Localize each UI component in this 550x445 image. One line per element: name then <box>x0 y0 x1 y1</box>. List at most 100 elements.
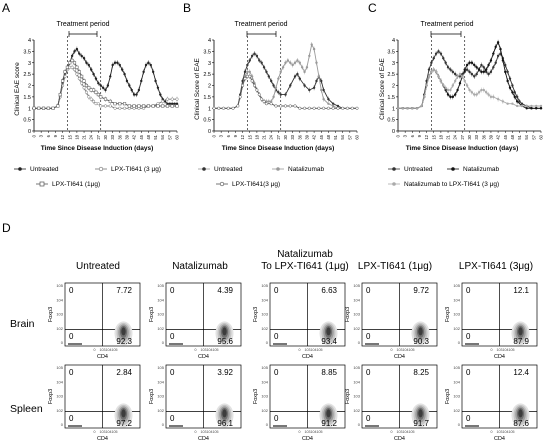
y-tick-label-b-2: 1 <box>208 106 211 112</box>
data-point-b-1-26 <box>286 59 290 62</box>
negative-event-strip <box>68 425 82 427</box>
x-tick-label-b-3: 9 <box>233 134 238 137</box>
y-decade-label: 104 <box>261 379 268 384</box>
x-tick-label-c-6: 18 <box>438 134 443 139</box>
quadrant-upper-left-value: 0 <box>366 368 371 377</box>
data-point-a-0-26 <box>106 84 110 87</box>
data-point-c-2-32 <box>484 91 488 94</box>
data-point-a-1-19 <box>89 97 93 101</box>
legend-marker-natalizumab-b <box>276 167 280 171</box>
data-point-c-0-25 <box>468 70 471 74</box>
data-point-c-1-31 <box>482 70 485 74</box>
x-tick-label-c-9: 27 <box>460 134 465 139</box>
y-decade-label: 0 <box>266 340 269 345</box>
y-decade-label: 103 <box>56 394 63 399</box>
data-point-a-2-37 <box>165 104 170 108</box>
data-point-c-0-44 <box>513 91 516 94</box>
x-decade-label: 104 <box>207 348 213 352</box>
data-point-b-1-19 <box>270 100 273 103</box>
data-point-b-1-34 <box>305 66 309 69</box>
data-point-c-2-38 <box>506 102 509 105</box>
data-point-a-2-14 <box>77 70 81 74</box>
data-point-c-2-1 <box>401 107 404 110</box>
data-point-b-2-24 <box>298 106 302 110</box>
data-point-c-0-47 <box>520 102 524 105</box>
data-point-c-1-23 <box>463 68 466 71</box>
data-point-b-1-20 <box>272 95 275 99</box>
y-decade-label: 102 <box>261 408 268 413</box>
data-point-c-2-8 <box>427 75 431 78</box>
y-decade-label: 0 <box>162 422 165 427</box>
data-point-a-2-7 <box>61 79 65 83</box>
data-point-a-0-13 <box>75 47 79 51</box>
y-tick-label-b-3: 1.5 <box>203 95 211 101</box>
data-point-a-2-10 <box>68 61 72 65</box>
treatment-period-label-c: Treatment period <box>420 21 473 28</box>
data-point-b-2-23 <box>293 104 297 108</box>
legend-a: Untreated LPX-TI641 (3 μg) LPX-TI641 (1μ… <box>14 166 161 188</box>
data-point-c-2-4 <box>415 107 419 110</box>
y-decade-label: 102 <box>453 326 460 331</box>
data-point-b-1-42 <box>327 102 330 105</box>
data-point-a-0-23 <box>99 84 102 87</box>
legend-label-natalizumab-b: Natalizumab <box>288 166 325 173</box>
cd4-axis-label: CD4 <box>198 354 209 360</box>
data-point-c-2-6 <box>423 95 426 99</box>
series-c-0 <box>396 48 543 110</box>
group-header-3ug: LPX-TI641 (3μg) <box>459 261 533 272</box>
data-point-b-1-10 <box>248 70 251 74</box>
data-point-b-2-12 <box>252 83 257 88</box>
data-point-c-0-26 <box>470 72 474 76</box>
population-density-4 <box>418 409 423 418</box>
y-decade-label: 104 <box>453 297 460 302</box>
data-point-c-2-12 <box>437 75 440 78</box>
y-decade-label: 105 <box>353 283 360 288</box>
x-tick-label-b-18: 54 <box>340 134 345 139</box>
data-point-b-2-16 <box>262 99 266 103</box>
foxp3-axis-label: Foxp3 <box>48 389 54 404</box>
negative-event-strip <box>68 343 82 345</box>
data-point-c-0-46 <box>518 100 521 103</box>
data-point-b-2-0 <box>212 106 216 110</box>
x-tick-label-a-7: 21 <box>82 134 87 139</box>
data-point-b-2-7 <box>241 83 245 88</box>
quadrant-lower-left-value: 0 <box>466 332 471 341</box>
data-point-a-0-32 <box>120 68 124 71</box>
quadrant-lower-left-value: 0 <box>69 332 74 341</box>
x-tick-label-a-13: 39 <box>124 134 129 139</box>
quadrant-lower-right-value: 87.9 <box>513 337 529 346</box>
x-decade-label: 0 <box>391 430 393 434</box>
data-point-c-2-22 <box>461 75 464 78</box>
data-point-b-0-34 <box>320 79 323 83</box>
y-tick-label-b-6: 3 <box>208 61 211 67</box>
data-point-c-1-27 <box>473 63 476 67</box>
data-point-c-2-3 <box>411 107 414 110</box>
series-line-b-1 <box>214 43 357 109</box>
x-tick-label-b-14: 42 <box>312 134 317 139</box>
data-point-b-1-36 <box>310 43 313 46</box>
x-tick-label-c-3: 9 <box>417 134 422 137</box>
x-tick-label-b-9: 27 <box>276 134 281 139</box>
data-point-b-2-17 <box>264 102 268 106</box>
data-point-c-2-25 <box>468 88 471 92</box>
data-point-b-2-15 <box>260 97 264 101</box>
x-tick-label-a-14: 42 <box>132 134 137 139</box>
y-decade-label: 103 <box>261 394 268 399</box>
data-point-c-0-8 <box>427 68 431 71</box>
row-label-brain: Brain <box>10 318 35 330</box>
data-point-b-1-43 <box>331 104 335 108</box>
data-point-c-0-18 <box>451 70 455 74</box>
data-point-a-1-24 <box>103 104 108 108</box>
quadrant-lower-left-value: 0 <box>274 414 279 423</box>
negative-event-strip <box>465 343 479 345</box>
data-point-b-0-29 <box>303 84 306 87</box>
x-decade-label: 0 <box>299 430 301 434</box>
data-point-b-1-23 <box>279 70 282 74</box>
data-point-c-1-38 <box>499 47 502 51</box>
x-tick-label-c-5: 15 <box>431 134 436 139</box>
x-decade-label: 105 <box>112 348 118 352</box>
data-point-c-0-30 <box>480 63 483 67</box>
